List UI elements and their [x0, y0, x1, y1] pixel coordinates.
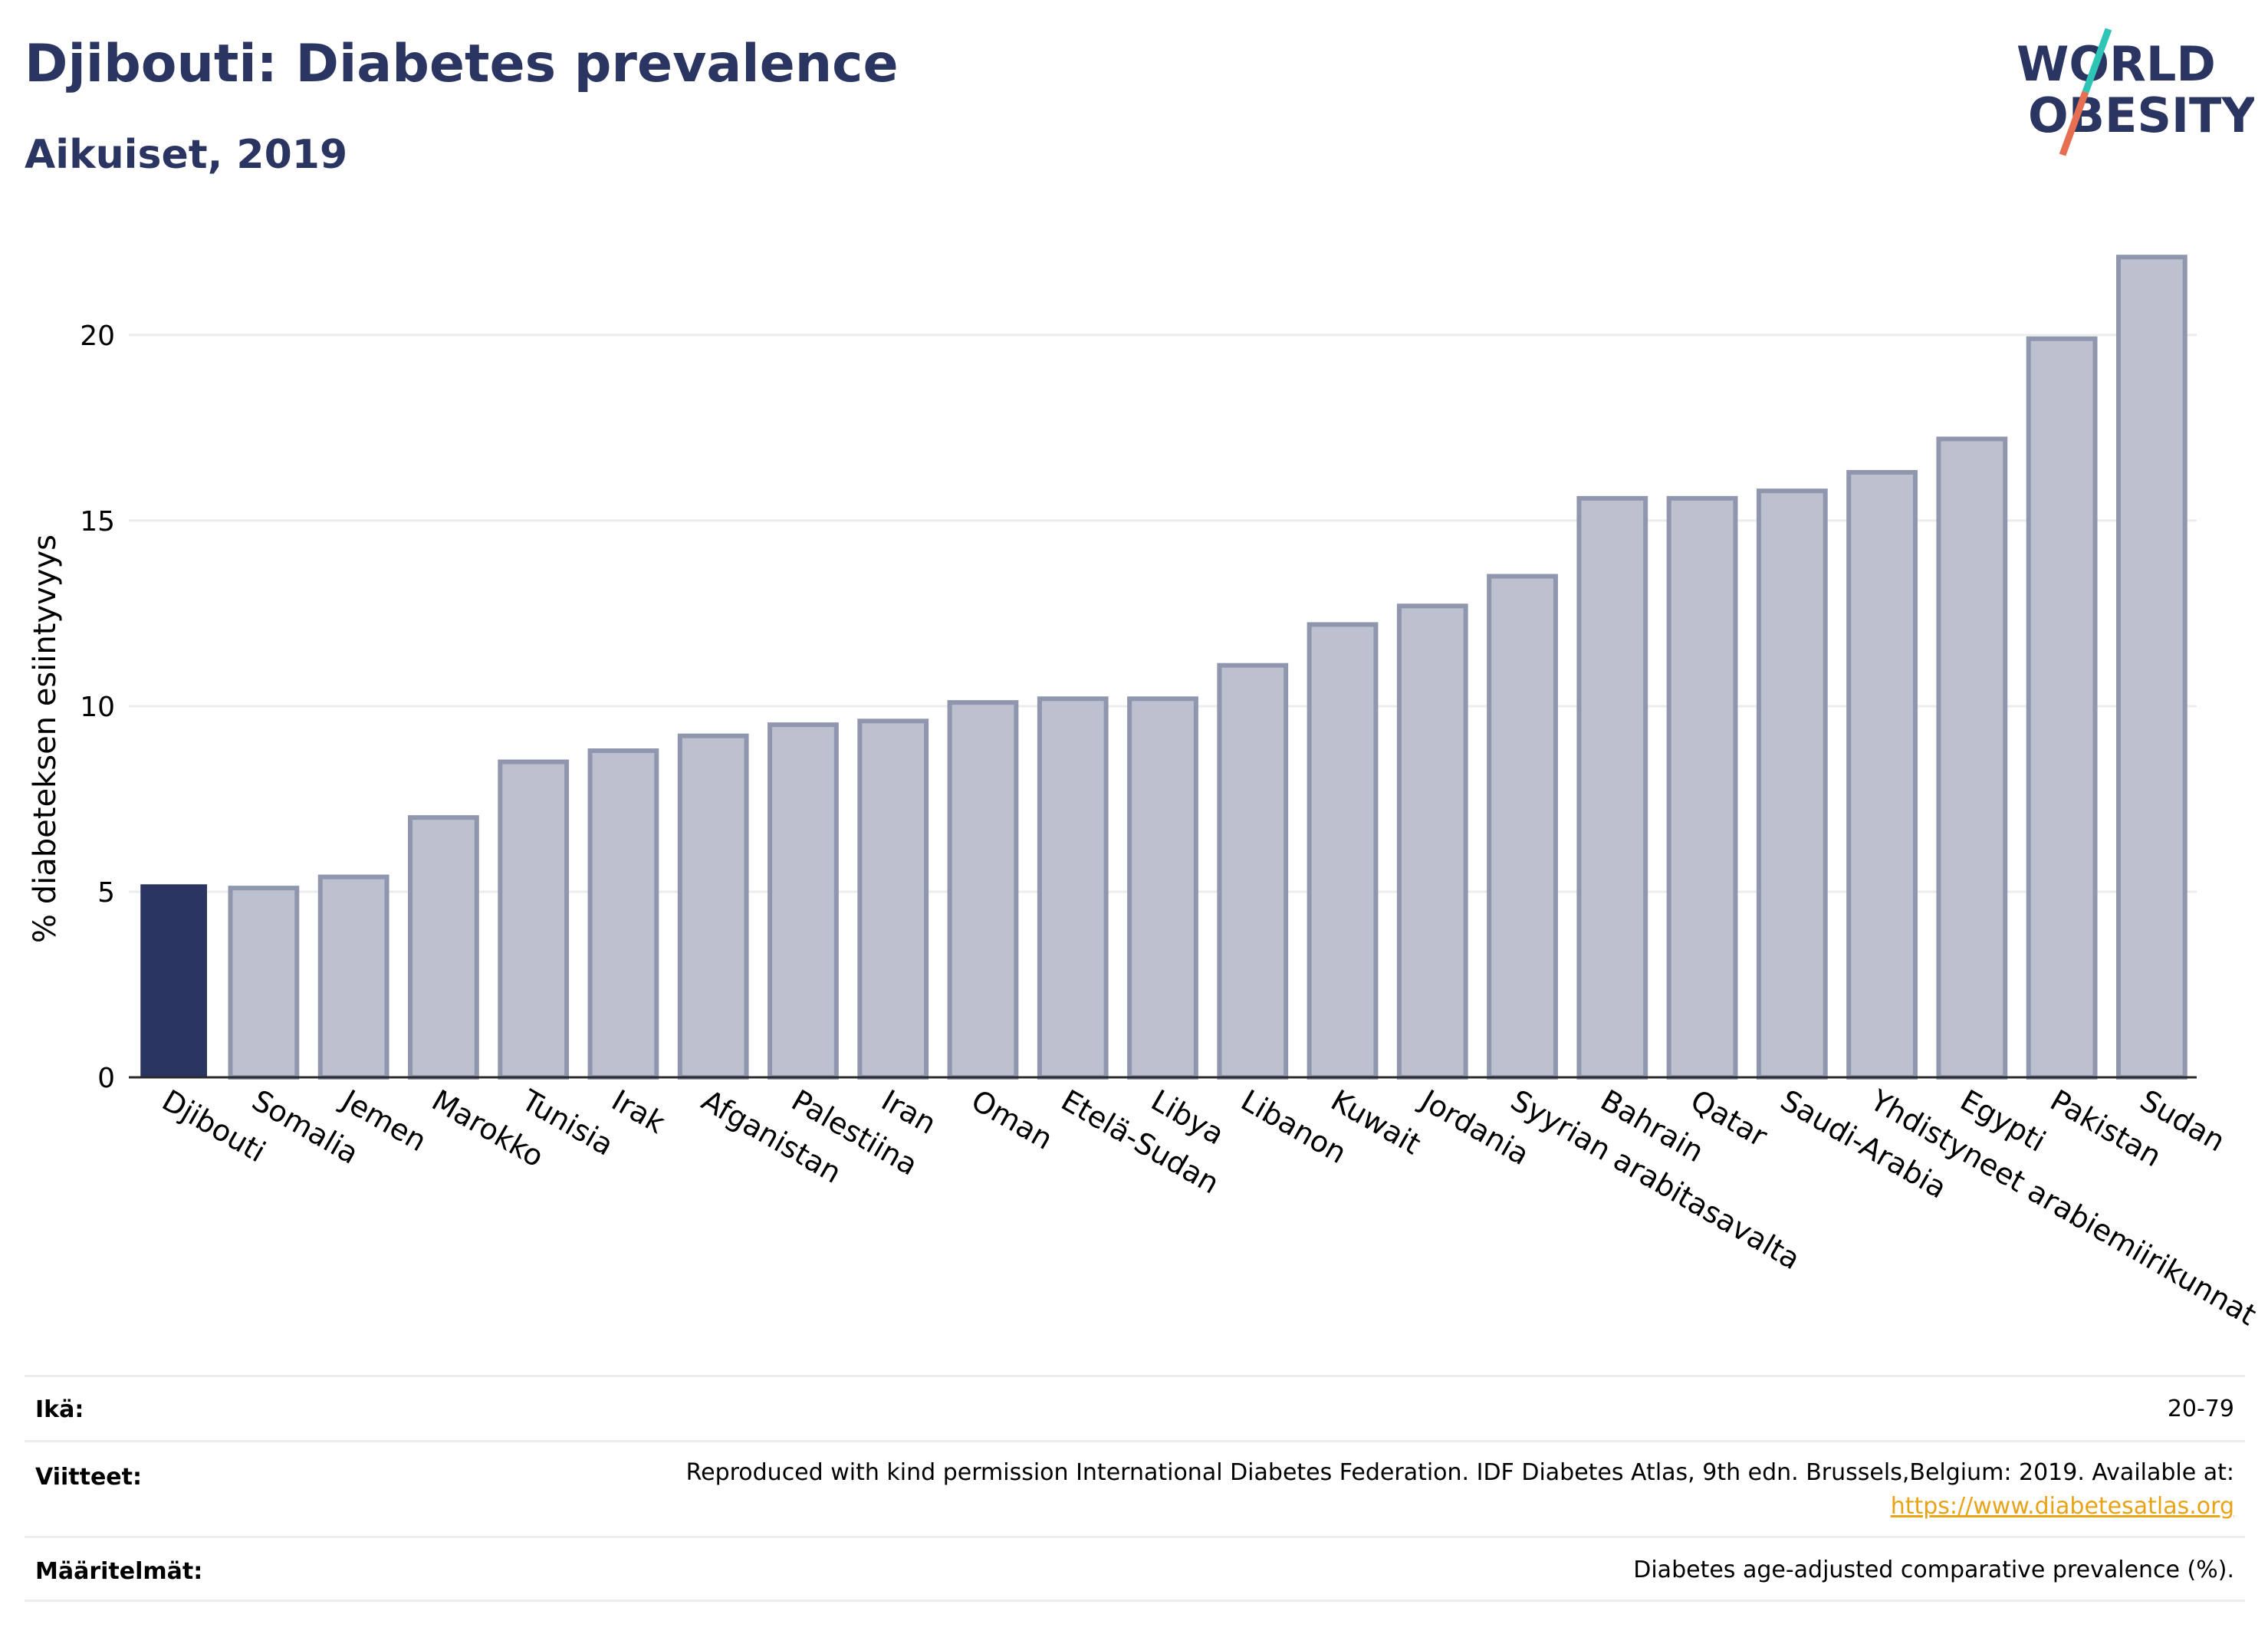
info-row-definitions: Määritelmät: Diabetes age-adjusted compa… [25, 1536, 2245, 1602]
x-tick-label: Oman [965, 1083, 1058, 1156]
bar-egypti [1936, 436, 2008, 1080]
age-label: Ikä: [35, 1396, 84, 1423]
bar-saudi-arabia [1756, 488, 1828, 1080]
bar-irak [587, 748, 659, 1080]
bar-pakistan [2026, 336, 2098, 1080]
bar-libya [1127, 696, 1198, 1080]
references-text: Reproduced with kind permission Internat… [685, 1459, 2234, 1486]
bar-iran [857, 718, 929, 1080]
bar-libanon [1217, 662, 1289, 1080]
bar-tunisia [498, 759, 570, 1080]
y-axis-title: % diabeteksen esiintyvyys [28, 534, 63, 943]
bar-kuwait [1307, 622, 1379, 1080]
y-tick-label: 0 [97, 1063, 115, 1094]
age-value: 20-79 [2167, 1396, 2234, 1422]
references-value: Reproduced with kind permission Internat… [686, 1456, 2234, 1524]
info-row-age: Ikä: 20-79 [25, 1375, 2245, 1440]
y-tick-label: 20 [80, 321, 115, 352]
logo-text-world: WORLD [2017, 36, 2216, 92]
logo-slash-coral [2059, 90, 2089, 156]
bar-oman [947, 700, 1019, 1080]
bar-qatar [1666, 495, 1738, 1080]
bar-djibouti [140, 884, 208, 1077]
chart-subtitle: Aikuiset, 2019 [25, 132, 348, 178]
bar-yhdistyneet-arabiemiirikunnat [1846, 469, 1918, 1080]
bar-jordania [1396, 603, 1468, 1080]
references-link[interactable]: https://www.diabetesatlas.org [1890, 1493, 2234, 1520]
bar-sudan [2115, 255, 2187, 1080]
bar-chart: 05101520DjiboutiSomaliaJemenMarokkoTunis… [28, 255, 2262, 1332]
y-tick-label: 5 [97, 877, 115, 909]
bar-marokko [408, 815, 479, 1080]
definitions-label: Määritelmät: [35, 1558, 203, 1585]
bar-jemen [317, 874, 390, 1080]
info-row-references: Viitteet: Reproduced with kind permissio… [25, 1440, 2245, 1536]
bar-syyrian-arabitasavalta [1487, 574, 1558, 1080]
bar-somalia [228, 886, 300, 1080]
bar-bahrain [1576, 495, 1648, 1080]
x-tick-label: Djibouti [156, 1083, 271, 1169]
references-label: Viitteet: [35, 1464, 142, 1491]
world-obesity-logo: WORLD OBESITY [2017, 28, 2254, 156]
y-tick-label: 15 [80, 506, 115, 538]
bar-afganistan [677, 733, 749, 1080]
chart-title: Djibouti: Diabetes prevalence [25, 34, 899, 94]
logo-slash-teal [2082, 28, 2112, 94]
logo-text-obesity: OBESITY [2028, 87, 2254, 143]
definitions-value: Diabetes age-adjusted comparative preval… [1633, 1557, 2234, 1583]
bar-palestiina [768, 722, 839, 1080]
bar-etelä-sudan [1037, 696, 1109, 1080]
y-tick-label: 10 [80, 692, 115, 723]
